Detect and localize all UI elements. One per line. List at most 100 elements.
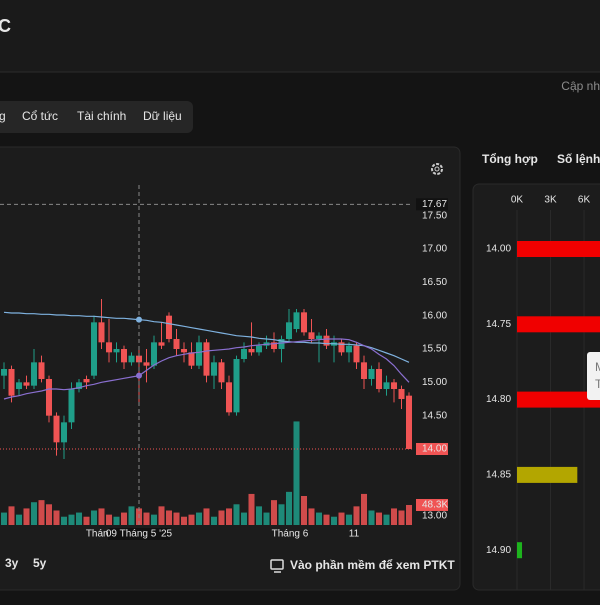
volume-bar (278, 504, 285, 525)
candle-body (278, 339, 285, 349)
volume-bar (203, 508, 210, 525)
volume-bar (346, 514, 352, 525)
side-panel (472, 183, 600, 591)
crosshair-date-box (108, 528, 170, 540)
volume-bar (391, 508, 397, 525)
ptkt-link[interactable]: Vào phần mềm để xem PTKT (290, 558, 455, 572)
volume-bar (517, 316, 600, 333)
candle-body (106, 342, 112, 353)
candle-body (158, 342, 165, 346)
candle-body (76, 382, 82, 389)
range-button[interactable]: 5y (33, 556, 47, 570)
y-tick-label: 17.00 (422, 244, 447, 255)
candle-body (361, 362, 367, 379)
volume-bar (338, 512, 345, 525)
volume-label: 48.3K (422, 500, 448, 511)
volume-bar (143, 512, 150, 525)
volume-bar (226, 508, 232, 525)
candle-body (143, 362, 150, 366)
tooltip-line: T (595, 377, 600, 391)
volume-bar (383, 514, 390, 525)
volume-bar (173, 512, 180, 525)
tab[interactable]: Dữ liệu (143, 109, 182, 123)
candle-body (136, 355, 142, 363)
crosshair-dot (136, 316, 142, 323)
side-tab[interactable]: Tổng hợp (482, 152, 538, 166)
candle-body (286, 322, 292, 339)
volume-bar (1, 512, 7, 525)
candle-body (301, 312, 307, 333)
volume-bar (38, 500, 45, 525)
volume-bar (376, 512, 382, 525)
volume-bar (128, 506, 135, 525)
candle-body (98, 322, 105, 343)
volume-bar (91, 510, 97, 525)
candle-body (181, 349, 187, 353)
candle-body (346, 345, 352, 353)
volume-bar (31, 502, 37, 525)
candle-body (391, 382, 397, 389)
candle-body (368, 369, 375, 379)
volume-bar (151, 514, 157, 525)
y-tick-label: 15.00 (422, 377, 447, 388)
volume-bar (76, 512, 82, 525)
candle-body (91, 322, 97, 376)
candle-body (211, 362, 217, 376)
crosshair-date: 09 Tháng 5 '25 (106, 529, 173, 540)
candle-body (338, 342, 345, 353)
candle-body (188, 352, 195, 366)
candle-body (196, 342, 202, 366)
tab[interactable]: Cổ tức (22, 109, 58, 123)
candle-body (353, 345, 360, 363)
tooltip-line: M (595, 360, 600, 374)
crosshair-dot (136, 372, 142, 379)
volume-bar (301, 496, 307, 525)
candle-body (16, 382, 22, 389)
volume-bar (106, 514, 112, 525)
price-level: 14.85 (486, 470, 511, 481)
x-tick-label: 0K (511, 195, 524, 206)
volume-bar (353, 506, 360, 525)
y-tick-label: 13.00 (422, 510, 447, 521)
volume-bar (211, 516, 217, 525)
volume-bar (308, 508, 315, 525)
candle-body (203, 342, 210, 376)
volume-bar (323, 514, 330, 525)
volume-bar (331, 516, 337, 525)
candle-body (383, 382, 390, 389)
y-tick-label: 16.00 (422, 310, 447, 321)
candle-body (173, 339, 180, 349)
volume-bar (286, 491, 292, 525)
volume-bar (293, 421, 300, 525)
monitor-icon (270, 559, 284, 573)
price-level: 14.90 (486, 545, 511, 556)
tab[interactable]: g (0, 109, 6, 123)
range-button[interactable]: 3y (5, 556, 19, 570)
y-tick-label: 16.50 (422, 277, 447, 288)
x-tick-label: 6K (578, 195, 591, 206)
volume-bar (16, 514, 22, 525)
candle-body (218, 362, 225, 383)
last-price-label: 14.00 (422, 444, 447, 455)
volume-bar (23, 508, 30, 525)
volume-bar (263, 512, 270, 525)
candle-body (68, 389, 75, 423)
candle-body (241, 349, 247, 359)
y-tick-label: 14.50 (422, 410, 447, 421)
candle-body (248, 349, 255, 353)
candle-body (8, 369, 15, 396)
side-tab[interactable]: Số lệnh (557, 152, 600, 166)
candle-body (376, 369, 382, 389)
volume-bar (517, 542, 523, 559)
volume-label-box (416, 498, 448, 511)
candle-body (46, 379, 52, 416)
settings-icon[interactable] (431, 163, 443, 175)
volume-bar (398, 510, 405, 525)
volume-bar (121, 512, 127, 525)
volume-bar (196, 512, 202, 525)
tab[interactable]: Tài chính (77, 109, 126, 123)
x-tick-label: Tháng 6 (272, 529, 309, 540)
candle-body (406, 395, 412, 449)
candle-body (53, 415, 60, 443)
